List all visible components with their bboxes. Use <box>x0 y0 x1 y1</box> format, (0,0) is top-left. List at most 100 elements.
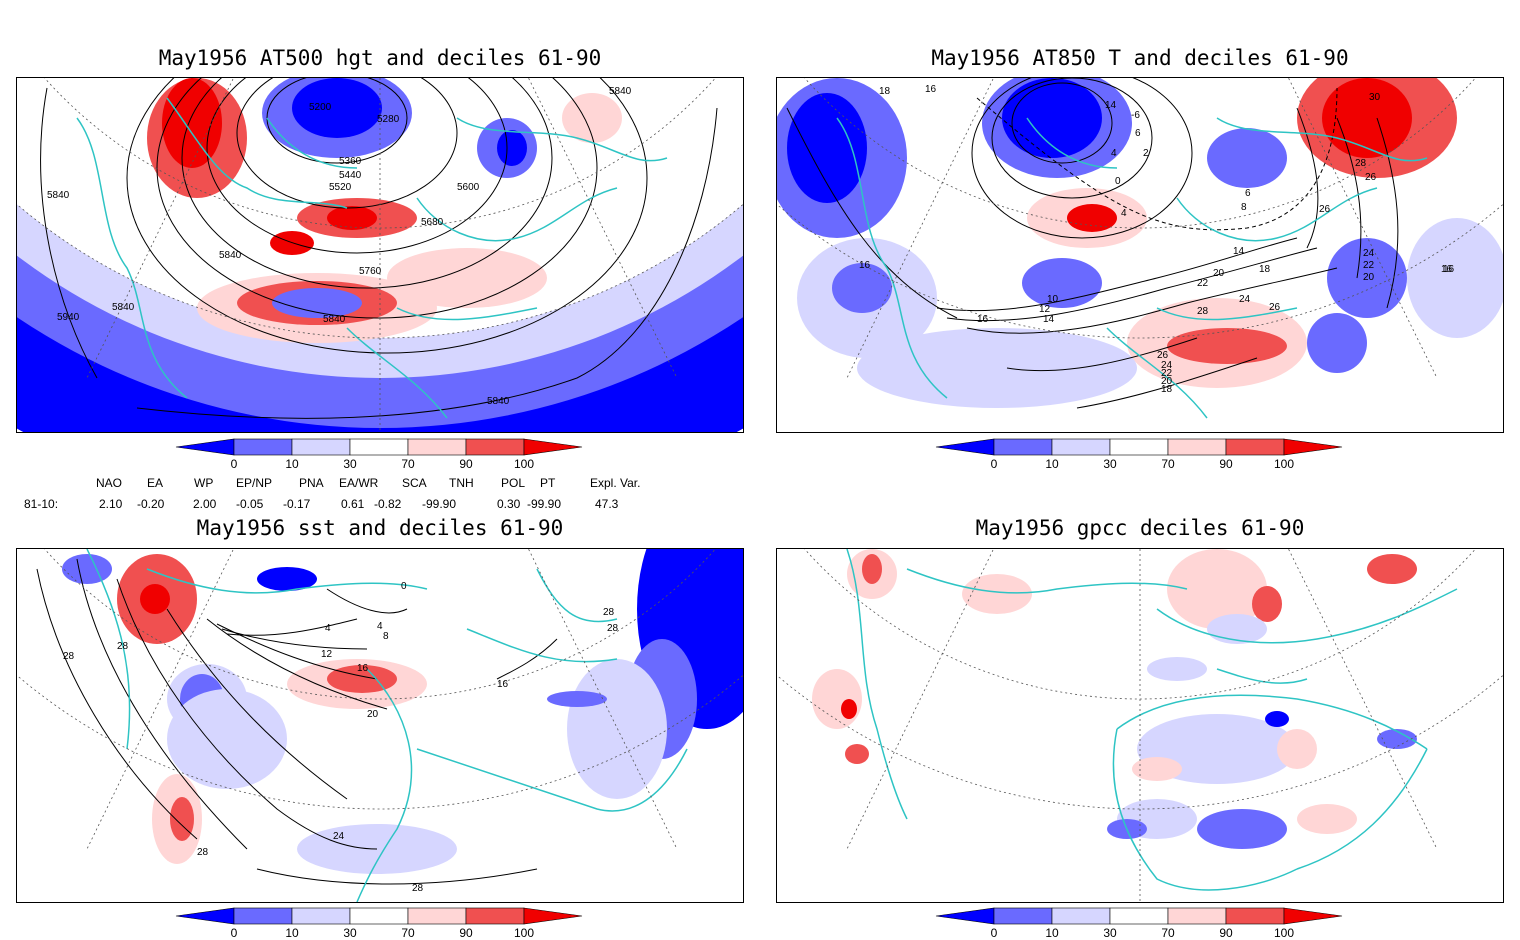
contour-label: 22 <box>1161 368 1173 379</box>
contour-label: 16 <box>859 260 871 271</box>
contour-label: 4 <box>1121 208 1127 219</box>
contour-label: 5840 <box>47 190 70 201</box>
contour-label: 5440 <box>339 170 362 181</box>
contour-label: 4 <box>377 621 383 632</box>
panel-title-tr: May1956 AT850 T and deciles 61-90 <box>931 46 1349 70</box>
contour-label: 16 <box>925 84 937 95</box>
contour-label: 8 <box>1241 202 1247 213</box>
contour-label: 5200 <box>309 102 332 113</box>
contour-label: 5360 <box>339 156 362 167</box>
colorbar-bottom-right: 0 10 30 70 90 100 <box>935 907 1343 940</box>
map-disk-gpcc <box>777 549 1503 902</box>
contour-labels-bl: 28 28 0 4 4 8 12 16 20 16 24 28 28 28 28 <box>63 581 619 894</box>
contour-label: 5840 <box>487 396 510 407</box>
index-value: 2.00 <box>193 497 217 511</box>
index-header: EA/WR <box>339 476 379 490</box>
contour-label: 5280 <box>377 114 400 125</box>
contour-label: 28 <box>412 883 424 894</box>
colorbar-label: 100 <box>1274 926 1294 940</box>
panel-title-tl: May1956 AT500 hgt and deciles 61-90 <box>158 46 602 70</box>
map-panel-sst: 28 28 0 4 4 8 12 16 20 16 24 28 28 28 28 <box>16 548 744 903</box>
index-header: Expl. Var. <box>590 476 641 490</box>
index-header: EA <box>147 476 164 490</box>
contour-label: 6 <box>1245 188 1251 199</box>
colorbar-label: 0 <box>231 457 238 471</box>
contour-label: 0 <box>401 581 407 592</box>
panel-title-br: May1956 gpcc deciles 61-90 <box>975 516 1305 540</box>
colorbar-label: 10 <box>285 457 299 471</box>
contour-label: 16 <box>1441 264 1453 275</box>
index-header: PT <box>540 476 556 490</box>
contour-label: 5520 <box>329 182 352 193</box>
contour-label: 26 <box>1365 172 1377 183</box>
colorbar-label: 0 <box>231 926 238 940</box>
colorbar-label: 90 <box>459 926 473 940</box>
colorbar-label: 30 <box>1103 457 1117 471</box>
contour-label: 28 <box>63 651 75 662</box>
contour-label: 5840 <box>112 302 135 313</box>
colorbar-label: 10 <box>1045 926 1059 940</box>
contour-label: 24 <box>1239 294 1251 305</box>
contour-label: 28 <box>1197 306 1209 317</box>
index-value: -0.20 <box>137 497 165 511</box>
map-gpcc-svg <box>777 549 1503 902</box>
map-panel-500hgt: 5840 5940 5840 5200 5280 5840 5360 5440 … <box>16 77 744 433</box>
contour-label: -6 <box>1131 110 1140 121</box>
index-header: EP/NP <box>236 476 273 490</box>
contour-label: 28 <box>197 847 209 858</box>
contour-label: 28 <box>603 607 615 618</box>
contour-label: 5680 <box>421 217 444 228</box>
contour-label: 20 <box>367 709 379 720</box>
index-header: WP <box>194 476 214 490</box>
colorbar-top-left: 0 10 30 70 90 100 <box>175 438 583 471</box>
contour-label: 18 <box>1161 384 1173 395</box>
contour-label: 30 <box>1369 92 1381 103</box>
contour-label: 4 <box>1111 148 1117 159</box>
colorbar-label: 90 <box>459 457 473 471</box>
colorbar-label: 70 <box>401 457 415 471</box>
index-value: 2.10 <box>99 497 123 511</box>
contour-label: 16 <box>1443 264 1455 275</box>
contour-labels-tl: 5840 5940 5840 5200 5280 5840 5360 5440 … <box>47 86 632 407</box>
colorbar-label: 0 <box>991 457 998 471</box>
contour-label: 24 <box>1161 360 1173 371</box>
contour-labels-tr: 18 16 14 -6 6 4 2 0 4 6 8 30 28 26 26 24… <box>859 84 1455 395</box>
contour-label: 5940 <box>57 312 80 323</box>
contour-label: 26 <box>1319 204 1331 215</box>
contour-label: 20 <box>1363 272 1375 283</box>
contour-label: 18 <box>879 86 891 97</box>
contour-label: 5840 <box>609 86 632 97</box>
colorbar-label: 10 <box>285 926 299 940</box>
contour-label: 6 <box>1135 128 1141 139</box>
colorbar-label: 90 <box>1219 926 1233 940</box>
index-row-label: 81-10: <box>24 497 59 511</box>
contour-label: 14 <box>1105 100 1117 111</box>
contour-label: 5600 <box>457 182 480 193</box>
map-850t-svg: 18 16 14 -6 6 4 2 0 4 6 8 30 28 26 26 24… <box>777 78 1503 432</box>
contour-label: 5840 <box>323 314 346 325</box>
contour-label: 10 <box>1047 294 1059 305</box>
colorbar-label: 30 <box>1103 926 1117 940</box>
index-header: SCA <box>402 476 427 490</box>
contour-label: 5840 <box>219 250 242 261</box>
colorbar-label: 0 <box>991 926 998 940</box>
index-header: TNH <box>449 476 474 490</box>
index-value: -0.82 <box>374 497 402 511</box>
colorbar-label: 100 <box>514 457 534 471</box>
contour-label: 18 <box>1259 264 1271 275</box>
contour-label: 2 <box>1143 148 1149 159</box>
contour-label: 26 <box>1269 302 1281 313</box>
contour-label: 12 <box>1039 304 1051 315</box>
contour-label: 14 <box>1233 246 1245 257</box>
contour-label: 14 <box>1043 314 1055 325</box>
contour-label: 16 <box>977 314 989 325</box>
map-disk-500hgt <box>17 78 743 432</box>
map-disk-sst <box>17 549 743 902</box>
colorbar-top-right: 0 10 30 70 90 100 <box>935 438 1343 471</box>
map-500hgt-svg: 5840 5940 5840 5200 5280 5840 5360 5440 … <box>17 78 743 432</box>
contour-label: 20 <box>1161 376 1173 387</box>
index-header: POL <box>501 476 526 490</box>
contour-label: 24 <box>1363 248 1375 259</box>
contour-label: 24 <box>333 831 345 842</box>
colorbar-label: 100 <box>1274 457 1294 471</box>
